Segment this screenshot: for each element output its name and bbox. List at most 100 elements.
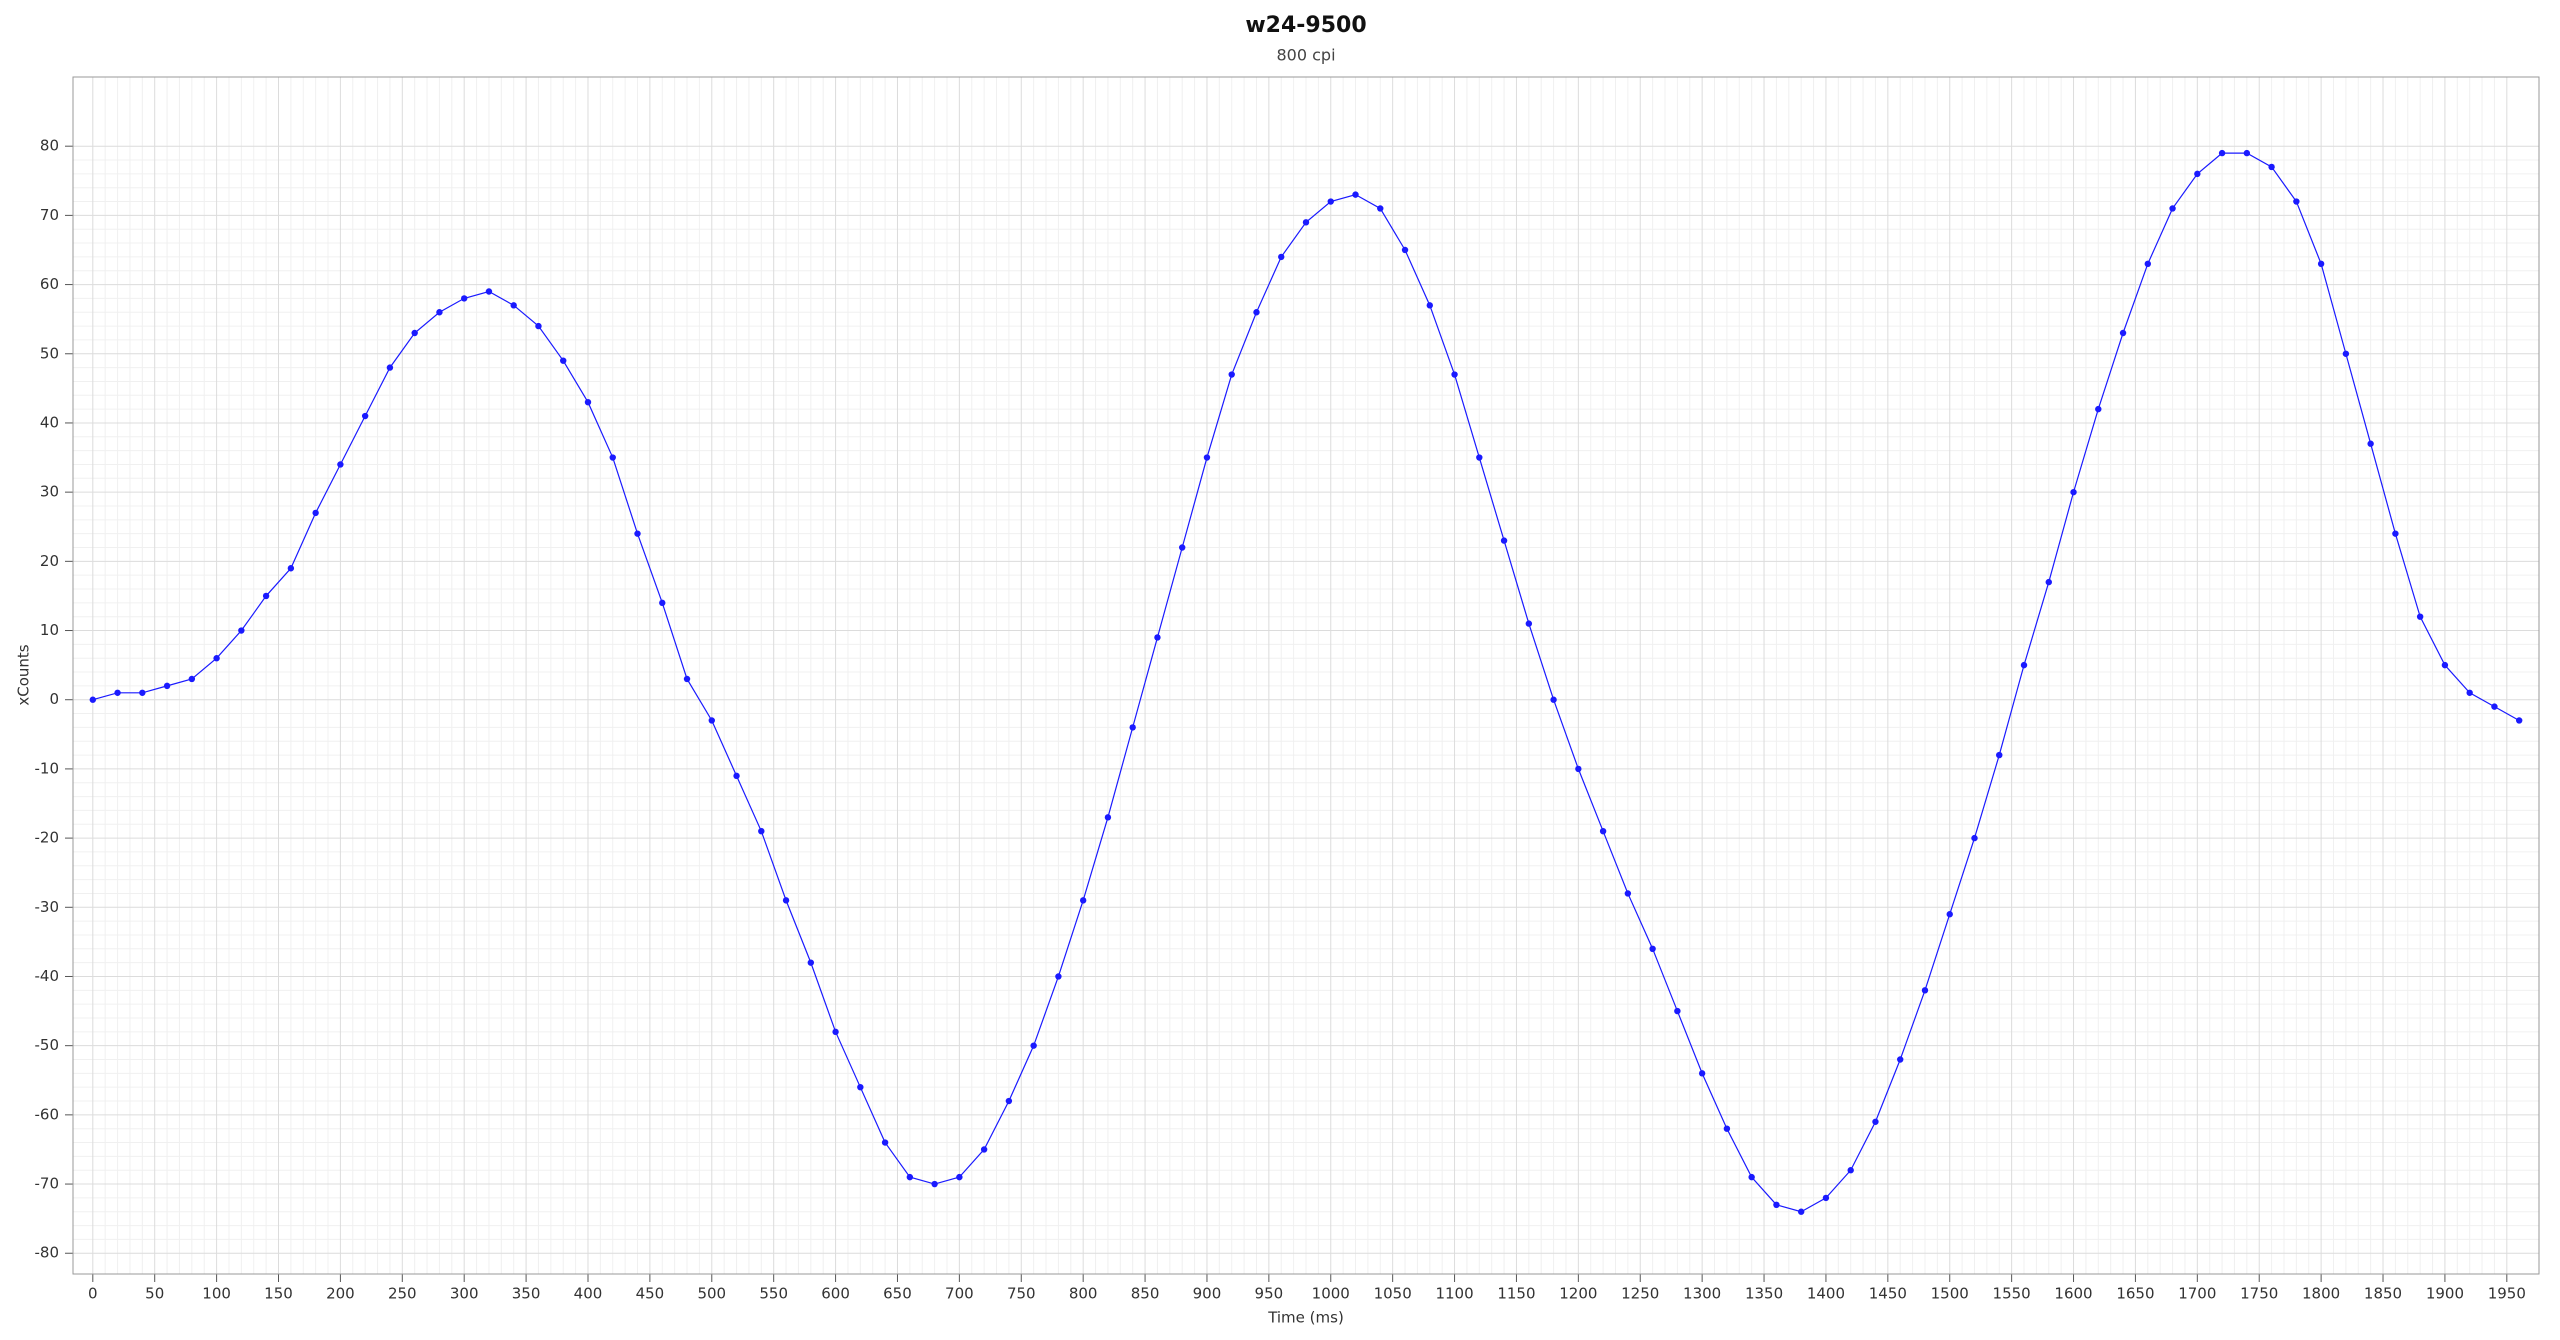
x-tick-label: 200 [326,1285,355,1303]
data-point [386,364,394,371]
plot-border [72,76,2540,1275]
data-point [1129,724,1136,731]
data-point [560,357,567,364]
data-point [1723,1125,1731,1132]
data-point [238,627,245,634]
data-point [1897,1056,1904,1063]
data-point [906,1173,914,1181]
data-point [609,454,616,461]
data-point [411,329,418,337]
x-tick-label: 1400 [1807,1285,1845,1303]
data-point [2441,661,2449,669]
data-point [708,717,715,724]
x-tick-label: 1350 [1745,1285,1783,1303]
x-tick-label: 250 [388,1285,417,1303]
x-tick-label: 300 [450,1285,479,1303]
data-point [1278,253,1285,261]
x-tick-label: 650 [883,1285,912,1303]
data-point [832,1028,839,1036]
data-point [1575,765,1582,773]
data-point [1773,1201,1780,1209]
data-point [584,398,592,406]
x-tick-label: 750 [1007,1285,1036,1303]
x-tick-label: 1800 [2302,1285,2340,1303]
x-tick-label: 1900 [2426,1285,2464,1303]
x-tick-label: 1150 [1497,1285,1535,1303]
data-point [659,599,666,607]
data-point [163,682,171,690]
data-point [1005,1097,1013,1105]
y-tick-label: -50 [35,1036,60,1054]
y-tick-label: -80 [35,1244,60,1262]
x-tick-label: 1000 [1312,1285,1350,1303]
data-point [188,675,196,683]
y-tick-label: -60 [35,1105,60,1123]
data-point [2268,163,2275,171]
data-point [956,1173,963,1181]
y-tick-label: 30 [40,483,59,501]
y-tick-label: 80 [40,137,59,155]
data-point [139,689,146,696]
data-point [2367,440,2374,447]
data-point [1401,246,1409,254]
data-point [361,412,369,420]
data-point [2218,149,2226,157]
chart-title: w24-9500 [1245,13,1366,38]
x-tick-label: 550 [759,1285,788,1303]
y-tick-label: 0 [49,690,59,708]
x-tick-label: 600 [821,1285,850,1303]
y-tick-label: -10 [35,759,60,777]
data-point [1748,1173,1755,1181]
data-point [1228,371,1235,378]
data-point [1525,620,1533,627]
data-point [1327,198,1334,205]
x-tick-label: 1250 [1621,1285,1659,1303]
data-point [1426,302,1433,309]
x-tick-label: 1700 [2178,1285,2216,1303]
y-tick-label: 70 [40,206,59,224]
data-point [2144,260,2152,268]
data-point [1996,751,2003,759]
data-point [2317,260,2325,268]
x-tick-label: 100 [202,1285,231,1303]
data-point [857,1083,864,1091]
data-point [1946,911,1953,918]
data-point [2119,329,2127,337]
y-tick-label: -70 [35,1175,60,1193]
data-point [1847,1167,1854,1174]
data-point [2342,350,2350,357]
data-point [1476,454,1483,461]
y-tick-label: 60 [40,275,59,293]
data-point [1971,834,1978,842]
data-point [485,288,493,295]
data-point [1055,973,1062,980]
data-point [758,827,765,835]
data-point [931,1180,938,1188]
data-point [2515,717,2523,724]
x-tick-label: 400 [574,1285,603,1303]
data-point [2466,689,2473,696]
data-point [1352,191,1359,198]
data-point [1104,814,1112,821]
data-point [1698,1070,1706,1077]
data-point [114,689,121,696]
data-point [980,1146,988,1153]
data-point [1624,890,1632,897]
data-point [1797,1208,1805,1215]
data-point [213,655,220,662]
x-tick-label: 850 [1131,1285,1160,1303]
data-point [510,302,517,309]
data-point [2392,530,2399,537]
data-point [2070,488,2077,496]
data-point [1179,544,1186,551]
data-point [1253,309,1260,316]
data-point [2095,405,2102,413]
y-tick-label: 50 [40,344,59,362]
data-point [2169,205,2176,212]
x-tick-label: 900 [1193,1285,1222,1303]
data-point [1451,371,1458,378]
data-point [2293,198,2300,205]
data-point [1154,634,1161,641]
